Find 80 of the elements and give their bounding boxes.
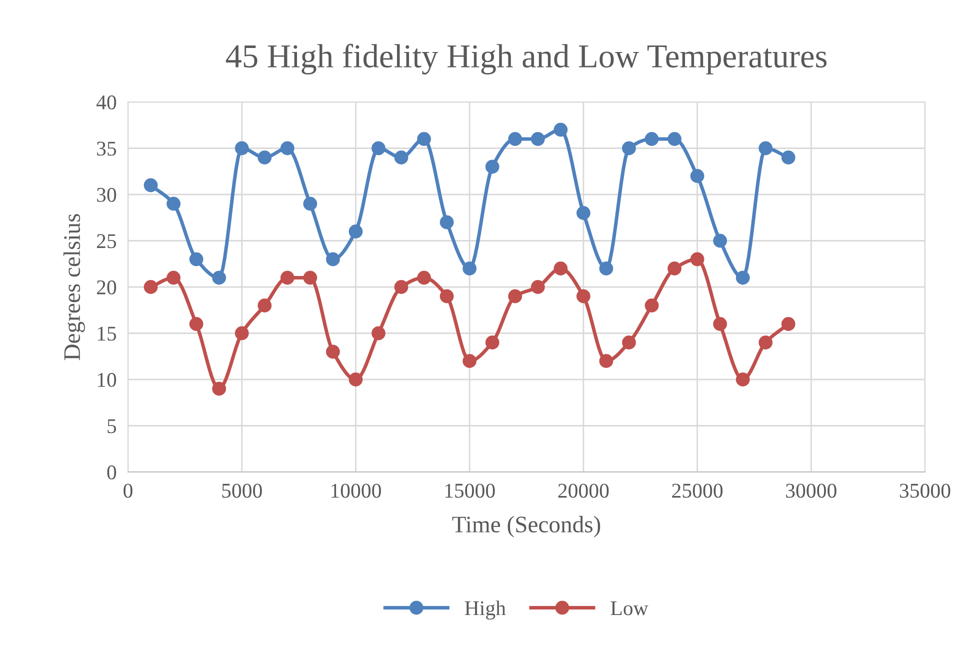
point: [417, 132, 431, 146]
x-axis-title: Time (Seconds): [452, 516, 600, 538]
point: [622, 141, 636, 156]
point: [758, 336, 773, 350]
y-axis-title: Degrees celsius: [63, 214, 85, 360]
point: [781, 317, 796, 331]
chart-title: 45 High fidelity High and Low Temperatures: [226, 44, 827, 74]
point: [530, 132, 545, 146]
y-tick-label: 10: [98, 372, 116, 387]
point: [372, 141, 386, 156]
point: [394, 150, 408, 164]
point: [690, 169, 704, 183]
x-tick-label: 25000: [672, 484, 723, 498]
point: [144, 280, 158, 294]
point: [348, 224, 363, 238]
point: [234, 326, 249, 340]
point: [485, 160, 500, 174]
point: [668, 262, 682, 276]
point: [303, 196, 318, 211]
point: [462, 354, 477, 368]
x-tick-label: 15000: [445, 484, 495, 498]
point: [599, 262, 614, 276]
y-tick-label: 5: [108, 419, 116, 434]
point: [440, 215, 454, 230]
point: [713, 317, 727, 331]
point: [554, 122, 568, 137]
x-tick-label: 30000: [786, 484, 836, 498]
x-tick-label: 10000: [332, 484, 381, 498]
point: [440, 289, 454, 304]
point: [781, 150, 796, 164]
legend-label: High: [464, 600, 506, 620]
point: [394, 280, 408, 294]
point: [690, 252, 704, 266]
point: [144, 178, 158, 192]
point: [508, 132, 522, 146]
point: [189, 252, 204, 266]
point: [212, 270, 226, 285]
y-tick-label: 0: [107, 465, 116, 480]
point: [189, 317, 204, 331]
x-tick-label: 5000: [222, 484, 262, 498]
point: [485, 336, 500, 350]
point: [372, 326, 386, 340]
point: [736, 270, 750, 285]
y-tick-label: 15: [98, 326, 116, 341]
point: [258, 298, 272, 312]
point: [644, 298, 659, 312]
point: [326, 252, 340, 266]
point: [554, 262, 568, 276]
point: [462, 262, 477, 276]
point: [166, 270, 180, 285]
point: [280, 270, 294, 285]
point: [576, 289, 590, 304]
y-tick-label: 35: [97, 142, 116, 156]
point: [234, 141, 249, 156]
point: [348, 372, 363, 386]
point: [668, 132, 682, 146]
point: [166, 196, 180, 211]
point: [417, 270, 431, 285]
point: [758, 141, 773, 156]
legend-label: Low: [610, 601, 648, 616]
point: [508, 289, 522, 304]
y-tick-label: 30: [97, 188, 116, 202]
y-tick-label: 25: [96, 234, 116, 248]
point: [212, 382, 226, 396]
x-tick-label: 35000: [900, 484, 950, 498]
point: [280, 141, 294, 156]
x-tick-label: 20000: [558, 484, 609, 498]
point: [258, 150, 272, 164]
point: [303, 270, 318, 285]
point: [644, 132, 659, 146]
point: [530, 280, 545, 294]
point: [736, 372, 750, 386]
point: [713, 234, 727, 248]
point: [622, 336, 636, 350]
y-tick-label: 40: [96, 95, 116, 110]
point: [326, 344, 340, 359]
y-tick-label: 20: [96, 280, 116, 294]
x-tick-label: 0: [124, 484, 132, 498]
point: [576, 206, 590, 220]
point: [599, 354, 614, 368]
